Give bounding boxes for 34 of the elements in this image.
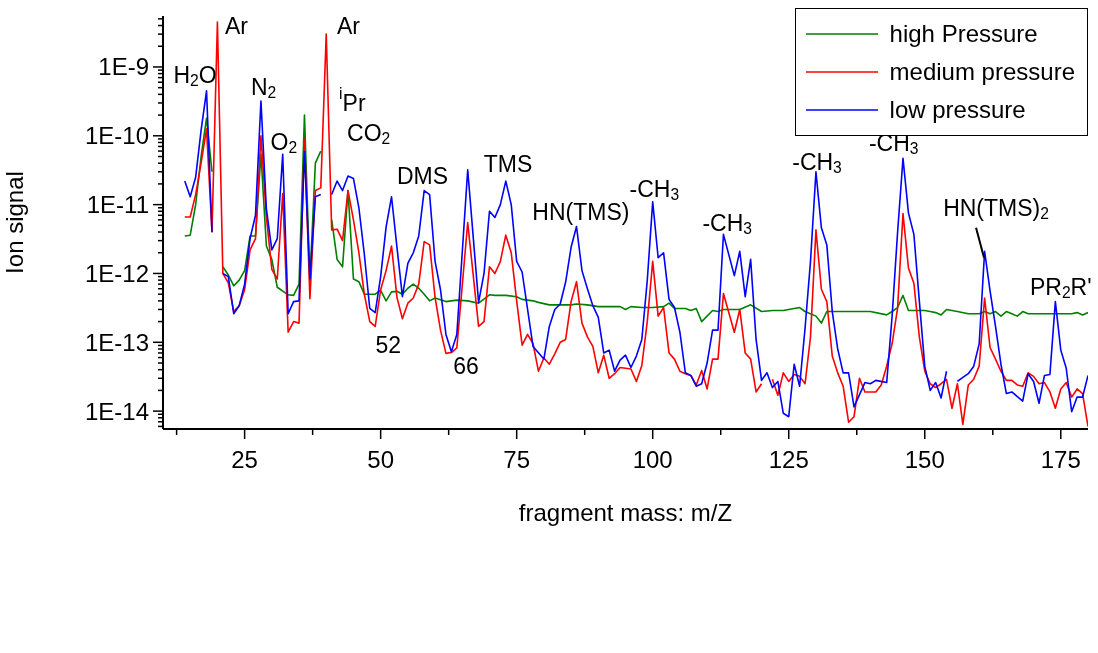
y-tick-label: 1E-11 (86, 191, 149, 219)
annotation: PR$_{2}$R' (1029, 274, 1092, 302)
y-tick-label: 1E-10 (84, 122, 149, 150)
annotation: -CH$_{3}$ (629, 175, 680, 203)
annotation: -CH$_{3}$ (792, 148, 842, 176)
y-tick-label: 1E-12 (84, 259, 149, 287)
y-tick-label: 1E-13 (84, 328, 149, 356)
x-tick-label: 100 (632, 445, 673, 473)
annotation: TMS (483, 150, 533, 177)
annotation: 52 (375, 332, 402, 359)
annotation: $^{i}$Pr (339, 84, 366, 116)
x-axis-title: fragment mass: m/Z (518, 499, 733, 526)
x-tick-label: 150 (904, 445, 945, 473)
x-tick-label: 125 (768, 445, 809, 473)
legend-label: high Pressure (889, 20, 1038, 48)
annotation: 66 (453, 353, 479, 380)
annotation: N$_{2}$ (251, 73, 277, 101)
annotation: Ar (337, 13, 361, 40)
y-tick-label: 1E-14 (84, 397, 149, 425)
x-tick-label: 50 (367, 445, 394, 473)
annotation: Ar (224, 13, 249, 40)
x-tick-label: 75 (503, 445, 531, 473)
annotation: CO$_{2}$ (347, 119, 391, 148)
annotation: HN(TMS) (532, 198, 630, 225)
x-tick-label: 175 (1040, 445, 1081, 473)
y-axis-title: Ion signal (0, 171, 28, 274)
annotation: HN(TMS)$_{2}$ (943, 194, 1049, 222)
annotation: DMS (396, 163, 449, 190)
y-tick-label: 1E-9 (98, 53, 149, 81)
legend-label: medium pressure (889, 58, 1075, 86)
legend-label: low pressure (889, 96, 1026, 124)
x-tick-label: 25 (231, 445, 258, 473)
annotation: -CH$_{3}$ (702, 209, 753, 237)
annotation: O$_{2}$ (270, 129, 298, 157)
